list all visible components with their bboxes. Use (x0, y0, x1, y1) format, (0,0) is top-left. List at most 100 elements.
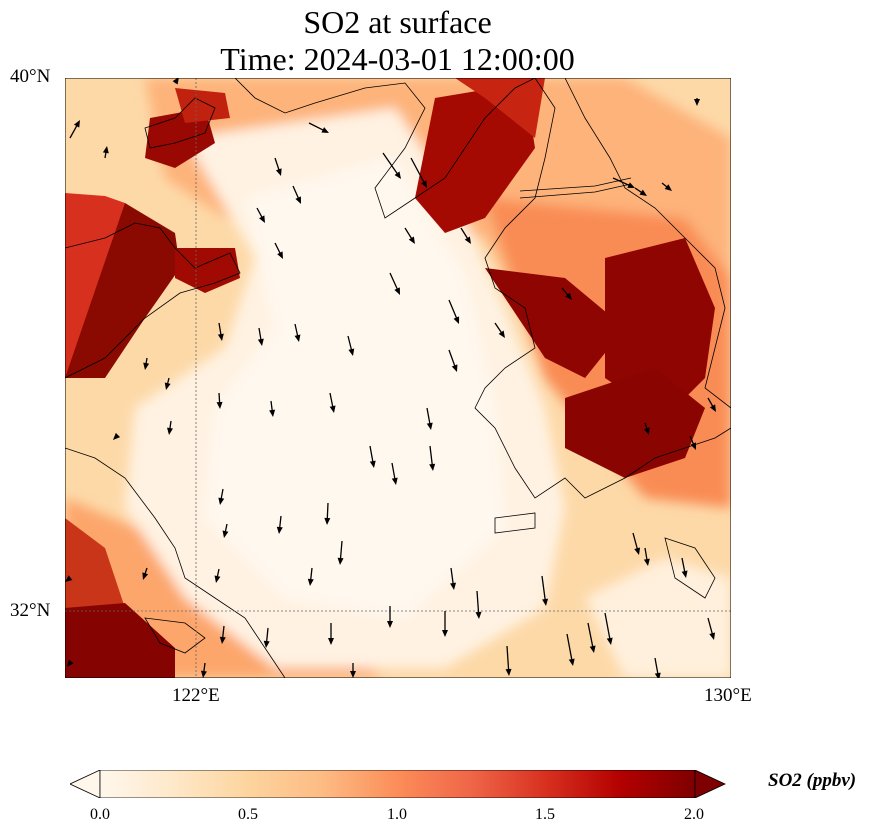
wind-arrow-shaft (326, 502, 329, 522)
colorbar-label: SO2 (ppbv) (768, 770, 857, 791)
wind-arrow-shaft (369, 445, 374, 465)
wind-arrow-head (464, 236, 471, 244)
colorbar-gradient (99, 770, 696, 798)
wind-arrow-head (167, 427, 173, 435)
wind-arrow-head (200, 670, 207, 678)
wind-arrow-head (307, 578, 314, 586)
wind-arrow-head (453, 316, 460, 324)
colorbar-tick-0: 0.0 (90, 806, 110, 823)
gridlines (65, 78, 731, 678)
wind-arrow-head (216, 401, 223, 409)
wind-arrow-head (391, 477, 398, 485)
wind-arrow-shaft (410, 157, 426, 185)
colorbar-max-extend (694, 770, 726, 798)
wind-arrow-head (627, 182, 635, 188)
wind-arrow-shaft (654, 657, 659, 677)
wind-arrow-head (429, 463, 436, 471)
wind-arrow-shaft (476, 590, 480, 616)
colorbar-min-extend (70, 770, 101, 798)
wind-arrow-head (259, 215, 265, 223)
colorbar-tick-2: 1.0 (387, 806, 407, 823)
lat-tick-40n: 40°N (10, 66, 51, 87)
wind-arrow-head (451, 364, 458, 372)
wind-arrow-shaft (382, 152, 400, 177)
wind-arrow-head (329, 405, 336, 413)
wind-arrow-head (67, 659, 74, 667)
wind-arrow-shaft (308, 122, 326, 132)
wind-arrow-shaft (541, 575, 547, 603)
wind-arrow-head (643, 558, 650, 566)
lon-tick-130e: 130°E (704, 685, 752, 706)
wind-arrow-head (65, 575, 73, 582)
wind-arrow-head (263, 640, 270, 648)
wind-arrow-head (276, 526, 283, 534)
wind-arrow-shaft (506, 645, 510, 673)
wind-arrow-shaft (429, 445, 434, 468)
wind-arrow-head (350, 671, 356, 678)
wind-arrow-head (606, 637, 613, 645)
wind-arrow-head (442, 630, 448, 637)
wind-arrow-head (542, 598, 549, 606)
lat-tick-32n: 32°N (10, 600, 51, 621)
coastlines (65, 78, 731, 678)
wind-arrow-head (257, 338, 264, 346)
wind-arrow-head (277, 251, 283, 259)
wind-arrow-head (73, 120, 80, 128)
wind-arrow-head (408, 236, 415, 244)
wind-arrow-head (387, 621, 393, 628)
so2-map (65, 78, 731, 678)
wind-arrow-head (394, 287, 400, 295)
wind-arrow-head (324, 517, 331, 525)
wind-arrow-head (337, 557, 344, 565)
wind-arrow-head (294, 334, 301, 342)
colorbar-tick-4: 2.0 (684, 806, 704, 823)
wind-arrow-head (328, 638, 334, 645)
wind-arrow-head (426, 422, 433, 430)
wind-arrow-head (275, 168, 282, 176)
wind-arrow-head (222, 530, 229, 538)
colorbar-tick-1: 0.5 (238, 806, 258, 823)
wind-arrow-head (690, 442, 696, 450)
wind-arrow-head (113, 432, 121, 440)
wind-arrow-shaft (566, 633, 573, 663)
wind-arrow-head (643, 427, 650, 435)
colorbar (70, 770, 726, 798)
wind-arrow-head (369, 460, 376, 468)
wind-arrow-head (450, 582, 457, 590)
wind-arrow-head (694, 99, 700, 106)
wind-arrow-head (219, 636, 226, 644)
map-time: Time: 2024-03-01 12:00:00 (220, 41, 575, 77)
lon-tick-122e: 122°E (172, 685, 220, 706)
wind-arrow-shaft (339, 540, 343, 562)
wind-arrow-head (143, 362, 150, 370)
wind-arrow-head (498, 330, 505, 338)
wind-arrow-shaft (448, 349, 457, 369)
wind-arrow-shaft (391, 462, 396, 482)
map-title: SO2 at surface (303, 4, 492, 40)
wind-arrow-shaft (450, 567, 455, 587)
wind-arrow-head (664, 184, 672, 191)
wind-arrow-head (102, 146, 109, 154)
wind-arrow-head (681, 570, 688, 578)
wind-arrow-head (217, 333, 224, 341)
wind-arrow-head (394, 171, 401, 179)
wind-arrow-shaft (632, 532, 639, 552)
wind-arrow-head (475, 611, 482, 619)
wind-arrow-head (348, 348, 355, 356)
wind-arrow-head (269, 409, 276, 417)
wind-arrow-head (505, 668, 512, 676)
wind-arrow-shaft (389, 272, 399, 292)
wind-arrow-shaft (604, 612, 611, 642)
wind-arrow-head (142, 572, 149, 580)
wind-arrow-head (214, 575, 221, 583)
wind-arrow-head (709, 632, 716, 640)
wind-vectors (65, 78, 716, 678)
wind-arrow-head (421, 180, 427, 188)
wind-arrow-shaft (587, 622, 594, 650)
wind-arrow-head (321, 127, 329, 133)
wind-arrow-head (172, 78, 179, 85)
wind-arrow-head (654, 672, 661, 678)
wind-arrow-head (709, 404, 716, 412)
wind-arrow-shaft (448, 299, 459, 321)
wind-arrow-shaft (426, 407, 431, 427)
